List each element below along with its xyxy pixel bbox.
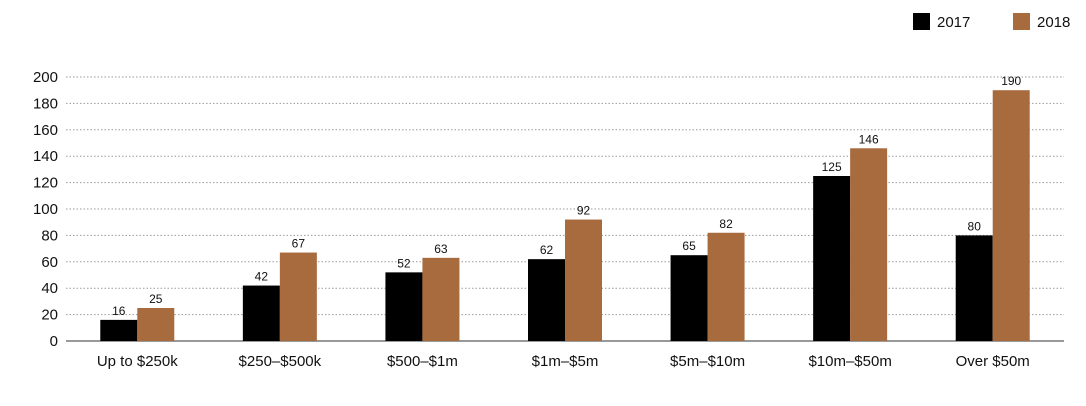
x-category-label: $10m–$50m (808, 353, 891, 370)
bar-2017 (242, 285, 280, 341)
data-label-2017: 65 (682, 239, 696, 253)
bar-2018 (992, 90, 1030, 341)
data-label-2018: 92 (577, 204, 591, 218)
legend-swatch-2018 (1013, 13, 1030, 30)
x-category-label: $1m–$5m (532, 353, 599, 370)
x-category-label: Up to $250k (97, 353, 178, 370)
data-label-2017: 52 (397, 256, 411, 270)
legend-swatch-2017 (913, 13, 930, 30)
bar-2018 (565, 219, 602, 341)
x-category-label: $5m–$10m (670, 353, 745, 370)
x-category-label: $500–$1m (387, 353, 458, 370)
x-axis-categories: Up to $250k $250–$500k $500–$1m $1m–$5m $5m–… (97, 353, 1030, 370)
x-category-label: $250–$500k (239, 353, 322, 370)
data-label-2017: 16 (112, 304, 126, 318)
y-tick-label: 120 (33, 175, 58, 192)
data-label-2018: 82 (719, 217, 733, 231)
data-label-2018: 63 (434, 242, 448, 256)
bar-2017 (385, 272, 423, 341)
bar-2018 (707, 232, 745, 341)
x-category-label: Over $50m (956, 353, 1030, 370)
y-tick-label: 140 (33, 148, 58, 165)
data-label-2018: 190 (1001, 74, 1021, 88)
data-label-2017: 42 (255, 270, 269, 284)
bar-2017 (813, 176, 851, 341)
y-tick-label: 180 (33, 95, 58, 112)
legend: 2017 2018 (913, 13, 1070, 31)
y-axis-ticks: 0 20 40 60 80 100 120 140 160 180 200 (33, 69, 58, 350)
y-tick-label: 160 (33, 122, 58, 139)
bar-2017 (955, 235, 993, 341)
bar-2018 (137, 308, 175, 341)
data-labels: 16 25 42 67 52 63 62 92 65 82 125 146 80 190 (112, 74, 1021, 318)
y-tick-label: 100 (33, 201, 58, 218)
y-tick-label: 20 (41, 307, 58, 324)
bar-2017 (528, 259, 565, 341)
y-tick-label: 0 (50, 333, 58, 350)
bar-2018 (850, 148, 888, 341)
bars (100, 90, 1030, 341)
data-label-2017: 125 (822, 160, 842, 174)
legend-label-2018: 2018 (1037, 14, 1070, 31)
y-tick-label: 40 (41, 280, 58, 297)
y-tick-label: 200 (33, 69, 58, 86)
data-label-2017: 80 (968, 219, 982, 233)
y-tick-label: 80 (41, 227, 58, 244)
bar-2017 (670, 255, 708, 341)
data-label-2017: 62 (540, 243, 554, 257)
data-label-2018: 67 (292, 237, 306, 251)
bar-2018 (279, 252, 317, 341)
legend-label-2017: 2017 (937, 14, 970, 31)
bar-2017 (100, 319, 138, 341)
bar-2018 (422, 257, 460, 341)
data-label-2018: 146 (859, 132, 879, 146)
data-label-2018: 25 (149, 292, 163, 306)
y-tick-label: 60 (41, 254, 58, 271)
